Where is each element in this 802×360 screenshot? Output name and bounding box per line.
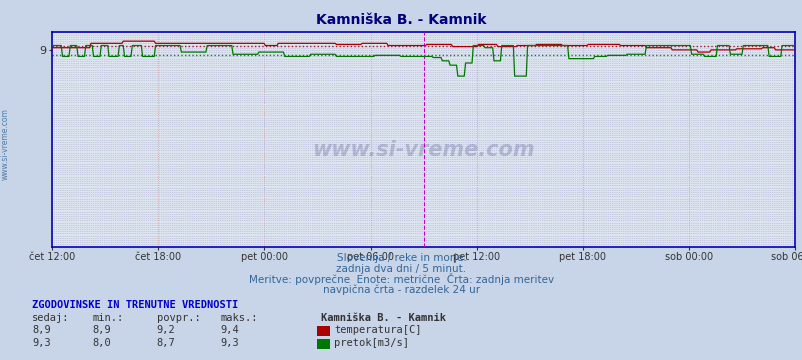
Text: 9,4: 9,4 (221, 325, 239, 335)
Text: 8,7: 8,7 (156, 338, 175, 348)
Text: 9,3: 9,3 (221, 338, 239, 348)
Text: 8,9: 8,9 (32, 325, 51, 335)
Text: Kamniška B. - Kamnik: Kamniška B. - Kamnik (321, 313, 446, 323)
Text: ZGODOVINSKE IN TRENUTNE VREDNOSTI: ZGODOVINSKE IN TRENUTNE VREDNOSTI (32, 300, 238, 310)
Text: Slovenija / reke in morje.: Slovenija / reke in morje. (336, 253, 466, 263)
Text: www.si-vreme.com: www.si-vreme.com (312, 140, 534, 160)
Text: Meritve: povprečne  Enote: metrične  Črta: zadnja meritev: Meritve: povprečne Enote: metrične Črta:… (249, 273, 553, 285)
Text: maks.:: maks.: (221, 313, 258, 323)
Text: povpr.:: povpr.: (156, 313, 200, 323)
Text: sedaj:: sedaj: (32, 313, 70, 323)
Text: Kamniška B. - Kamnik: Kamniška B. - Kamnik (316, 13, 486, 27)
Text: 9,2: 9,2 (156, 325, 175, 335)
Text: zadnja dva dni / 5 minut.: zadnja dva dni / 5 minut. (336, 264, 466, 274)
Text: 8,9: 8,9 (92, 325, 111, 335)
Text: www.si-vreme.com: www.si-vreme.com (1, 108, 10, 180)
Text: 9,3: 9,3 (32, 338, 51, 348)
Text: navpična črta - razdelek 24 ur: navpična črta - razdelek 24 ur (322, 285, 480, 296)
Text: min.:: min.: (92, 313, 124, 323)
Text: temperatura[C]: temperatura[C] (334, 325, 421, 335)
Text: 8,0: 8,0 (92, 338, 111, 348)
Text: pretok[m3/s]: pretok[m3/s] (334, 338, 408, 348)
